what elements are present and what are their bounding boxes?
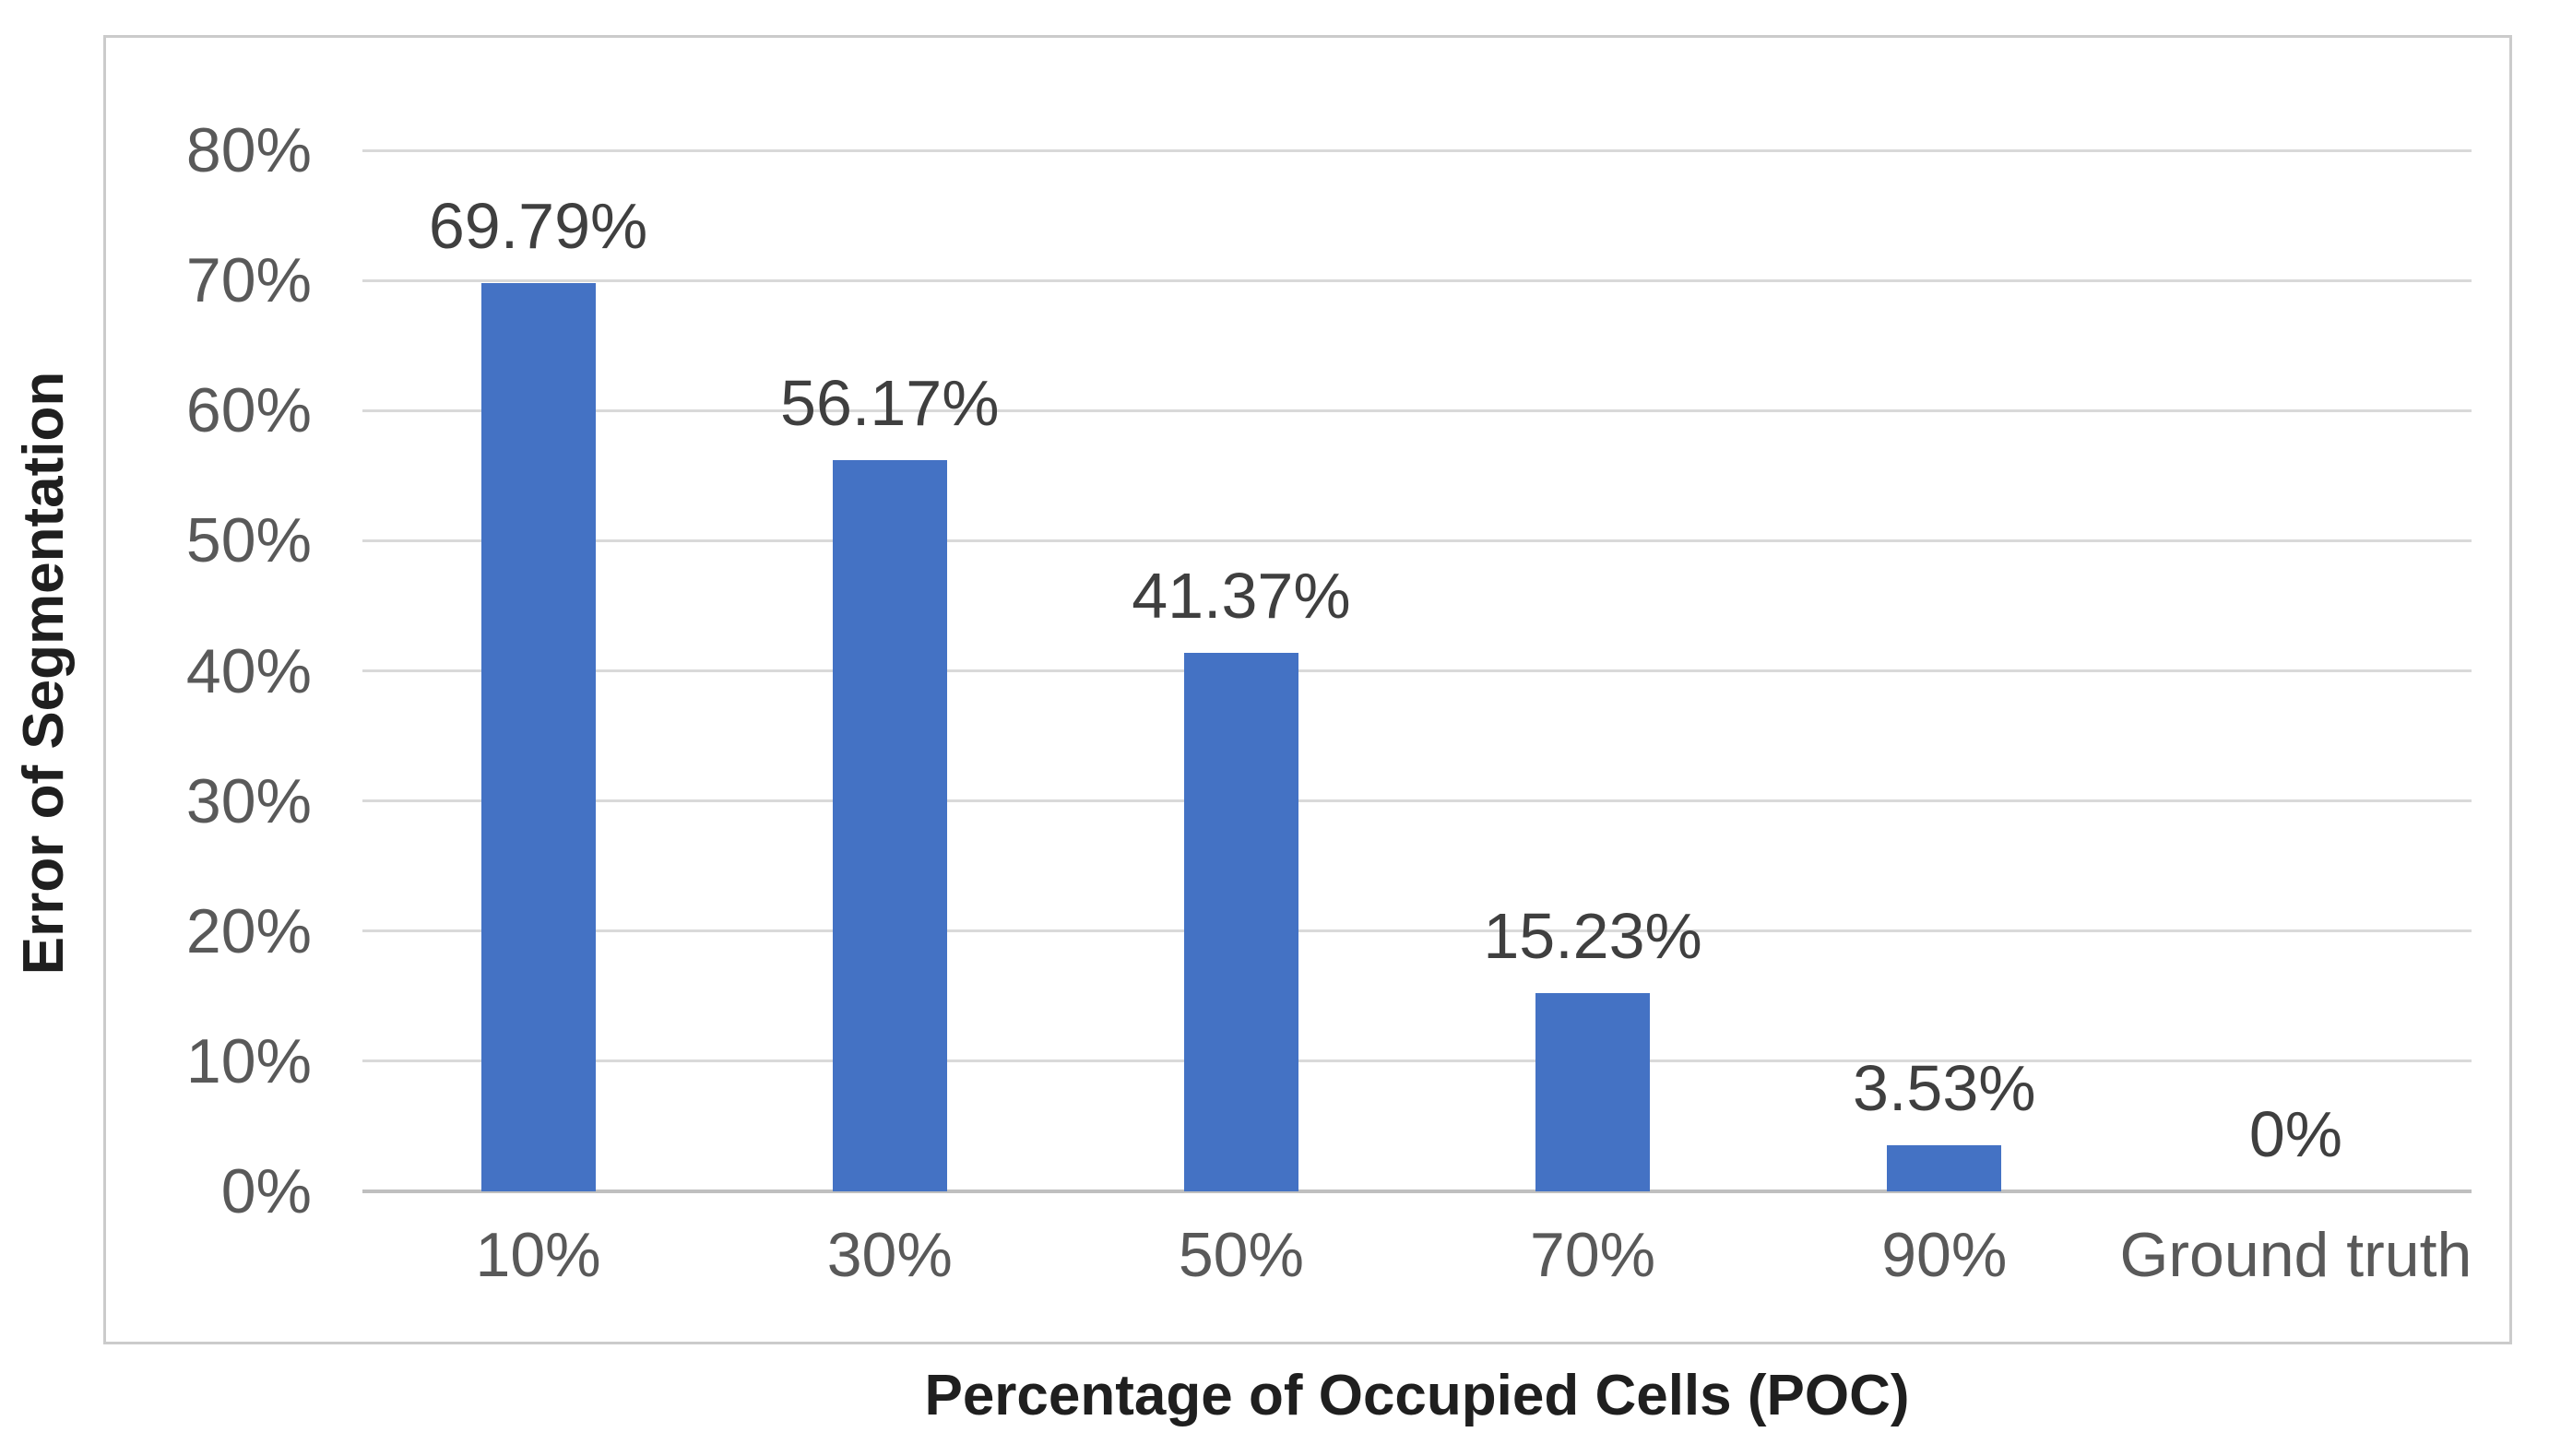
y-tick-label: 60%	[185, 375, 312, 446]
bar	[1183, 653, 1298, 1191]
bar	[1535, 993, 1651, 1191]
gridline	[362, 799, 2472, 803]
y-tick-label: 70%	[185, 245, 312, 316]
y-axis-ticks: 0% 10% 20% 30% 40% 50% 60% 70% 80%	[0, 115, 312, 1226]
bar-value-label: 41.37%	[1132, 560, 1351, 633]
gridline	[362, 539, 2472, 542]
y-tick-label: 0%	[220, 1156, 312, 1226]
gridline	[362, 1059, 2472, 1063]
y-tick-label: 80%	[185, 115, 312, 185]
x-axis-categories: 10% 30% 50% 70% 90% Ground truth	[362, 1219, 2472, 1302]
plot-area: 69.79% 56.17% 41.37% 15.23% 3.53% 0%	[362, 148, 2472, 1193]
y-tick-label: 30%	[185, 765, 312, 836]
x-axis-title: Percentage of Occupied Cells (POC)	[924, 1364, 1910, 1427]
x-category-label: Ground truth	[2119, 1220, 2472, 1290]
gridline	[362, 408, 2472, 412]
gridline	[362, 148, 2472, 152]
gridline	[362, 929, 2472, 933]
x-category-label: 70%	[1530, 1220, 1656, 1290]
x-axis-baseline	[362, 1190, 2472, 1193]
y-tick-label: 40%	[185, 635, 312, 706]
bar-value-label: 15.23%	[1483, 900, 1702, 973]
x-category-label: 90%	[1881, 1220, 2008, 1290]
bar	[832, 460, 947, 1191]
y-tick-label: 10%	[185, 1025, 312, 1096]
gridline	[362, 278, 2472, 282]
bar-value-label: 56.17%	[780, 367, 1000, 440]
bar-value-label: 69.79%	[428, 190, 648, 263]
gridline	[362, 669, 2472, 672]
y-tick-label: 20%	[185, 895, 312, 966]
bar-value-label: 0%	[2248, 1098, 2342, 1170]
bar-value-label: 3.53%	[1853, 1052, 2036, 1125]
x-category-label: 30%	[826, 1220, 953, 1290]
y-tick-label: 50%	[185, 505, 312, 576]
bar	[1887, 1145, 2002, 1191]
x-category-label: 10%	[475, 1220, 601, 1290]
bar	[480, 283, 596, 1191]
x-category-label: 50%	[1178, 1220, 1304, 1290]
